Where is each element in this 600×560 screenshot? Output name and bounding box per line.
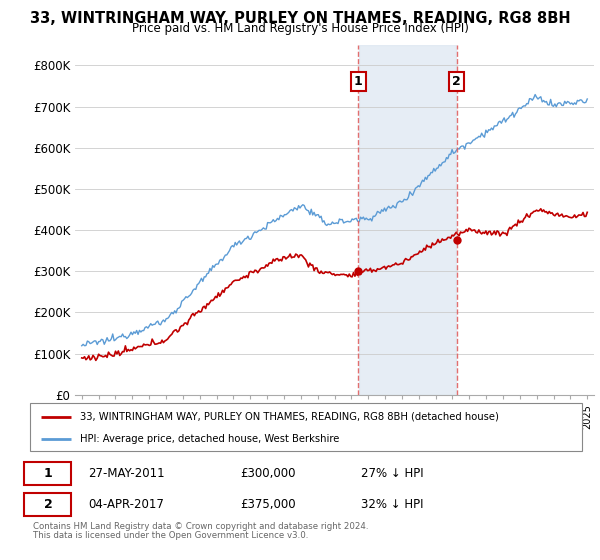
Text: Price paid vs. HM Land Registry's House Price Index (HPI): Price paid vs. HM Land Registry's House … bbox=[131, 22, 469, 35]
FancyBboxPatch shape bbox=[30, 403, 582, 451]
FancyBboxPatch shape bbox=[25, 462, 71, 485]
Text: 2: 2 bbox=[44, 498, 53, 511]
Text: 04-APR-2017: 04-APR-2017 bbox=[88, 498, 164, 511]
Text: 1: 1 bbox=[44, 466, 53, 479]
Text: Contains HM Land Registry data © Crown copyright and database right 2024.: Contains HM Land Registry data © Crown c… bbox=[33, 522, 368, 531]
Text: 32% ↓ HPI: 32% ↓ HPI bbox=[361, 498, 424, 511]
Text: This data is licensed under the Open Government Licence v3.0.: This data is licensed under the Open Gov… bbox=[33, 531, 308, 540]
Text: 33, WINTRINGHAM WAY, PURLEY ON THAMES, READING, RG8 8BH: 33, WINTRINGHAM WAY, PURLEY ON THAMES, R… bbox=[29, 11, 571, 26]
Text: £375,000: £375,000 bbox=[240, 498, 295, 511]
Text: £300,000: £300,000 bbox=[240, 466, 295, 479]
Text: 33, WINTRINGHAM WAY, PURLEY ON THAMES, READING, RG8 8BH (detached house): 33, WINTRINGHAM WAY, PURLEY ON THAMES, R… bbox=[80, 412, 499, 422]
Text: 27% ↓ HPI: 27% ↓ HPI bbox=[361, 466, 424, 479]
Text: 27-MAY-2011: 27-MAY-2011 bbox=[88, 466, 164, 479]
Text: HPI: Average price, detached house, West Berkshire: HPI: Average price, detached house, West… bbox=[80, 435, 339, 445]
FancyBboxPatch shape bbox=[25, 493, 71, 516]
Text: 2: 2 bbox=[452, 76, 461, 88]
Text: 1: 1 bbox=[354, 76, 362, 88]
